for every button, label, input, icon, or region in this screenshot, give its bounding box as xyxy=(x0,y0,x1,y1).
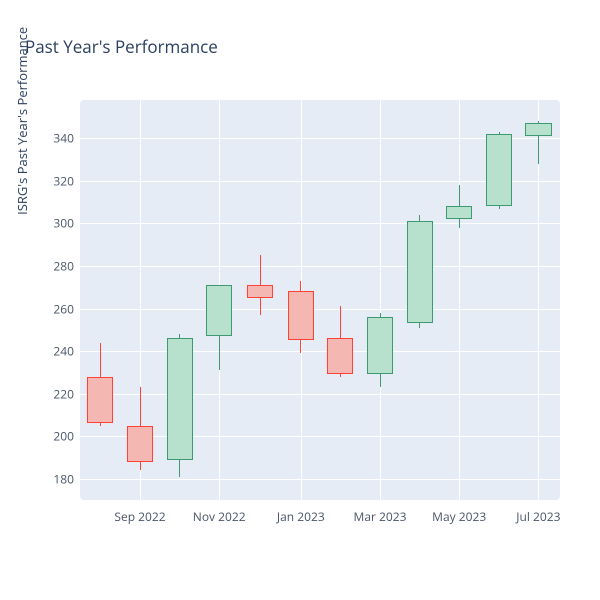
candle-body xyxy=(247,285,273,298)
candle-wick xyxy=(459,219,460,228)
x-tick-label: Sep 2022 xyxy=(114,508,165,525)
candle-body xyxy=(288,291,314,340)
gridline-h xyxy=(80,223,560,224)
y-tick-label: 300 xyxy=(34,215,74,232)
candle-body xyxy=(127,426,153,462)
candle-wick xyxy=(260,298,261,315)
x-tick-label: Jan 2023 xyxy=(277,508,325,525)
candle-wick xyxy=(179,460,180,477)
candle-wick xyxy=(538,136,539,164)
candle-wick xyxy=(260,255,261,285)
y-tick-label: 320 xyxy=(34,172,74,189)
candle-body xyxy=(367,317,393,374)
x-tick-label: May 2023 xyxy=(432,508,486,525)
candle-wick xyxy=(140,462,141,471)
y-axis-label: ISRG's Past Year's Performance xyxy=(13,27,31,215)
candle-wick xyxy=(419,323,420,327)
candle-body xyxy=(486,134,512,206)
y-tick-label: 180 xyxy=(34,470,74,487)
candle-body xyxy=(87,377,113,424)
gridline-v xyxy=(380,100,381,500)
x-tick-label: Jul 2023 xyxy=(516,508,560,525)
candle-wick xyxy=(459,185,460,206)
candle-wick xyxy=(100,423,101,425)
candle-wick xyxy=(300,340,301,353)
y-tick-label: 200 xyxy=(34,428,74,445)
chart-title: Past Year's Performance xyxy=(25,35,218,58)
y-tick-label: 220 xyxy=(34,385,74,402)
candle-body xyxy=(327,338,353,374)
y-tick-label: 340 xyxy=(34,130,74,147)
candle-wick xyxy=(100,343,101,377)
candle-wick xyxy=(499,206,500,208)
y-tick-label: 260 xyxy=(34,300,74,317)
candle-wick xyxy=(340,374,341,376)
candle-wick xyxy=(380,374,381,387)
gridline-h xyxy=(80,351,560,352)
candle-wick xyxy=(219,336,220,370)
x-tick-label: Nov 2022 xyxy=(193,508,246,525)
y-tick-label: 280 xyxy=(34,257,74,274)
gridline-h xyxy=(80,309,560,310)
gridline-h xyxy=(80,266,560,267)
plot-area xyxy=(80,100,560,500)
gridline-h xyxy=(80,479,560,480)
candle-body xyxy=(525,123,551,136)
x-tick-label: Mar 2023 xyxy=(354,508,407,525)
candle-wick xyxy=(300,281,301,292)
candle-body xyxy=(407,221,433,323)
chart-container: Past Year's Performance ISRG's Past Year… xyxy=(0,0,600,600)
candle-body xyxy=(206,285,232,336)
candle-body xyxy=(446,206,472,219)
gridline-h xyxy=(80,394,560,395)
candle-wick xyxy=(340,306,341,338)
candle-wick xyxy=(140,387,141,425)
gridline-v xyxy=(459,100,460,500)
y-tick-label: 240 xyxy=(34,343,74,360)
candle-body xyxy=(167,338,193,459)
